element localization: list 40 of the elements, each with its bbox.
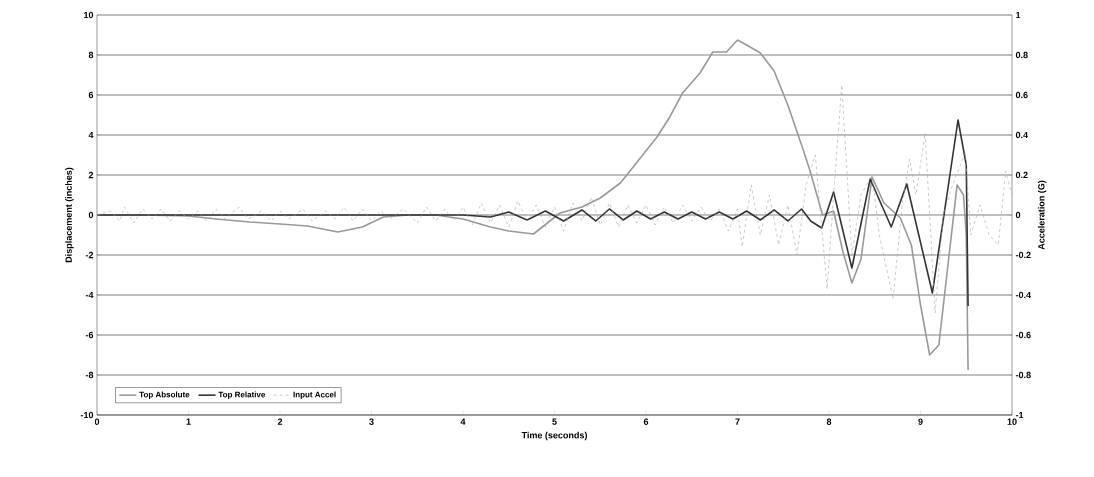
x-tick-label: 10 [1007,418,1017,425]
y-tick-label: 0 [88,211,94,219]
y2-tick-label: -0.4 [1015,291,1031,299]
y2-tick-label: -0.8 [1015,371,1031,379]
y2-tick-label: -1 [1015,411,1024,419]
x-tick-label: 8 [826,418,832,425]
y2-tick-label: -0.2 [1015,251,1031,259]
y-axis-title: Displacement (inches) [65,167,74,263]
y2-axis-title: Acceleration (G) [1037,180,1047,250]
x-tick-label: 0 [94,418,100,425]
y2-tick-label: 0.4 [1015,131,1029,139]
x-tick-label: 3 [369,418,374,425]
x-tick-label: 6 [643,418,649,425]
y-tick-label: -10 [80,411,94,419]
y2-tick-label: 1 [1016,11,1021,19]
y-tick-label: -2 [85,251,94,259]
y-tick-label: -8 [85,371,94,379]
y-tick-label: 4 [88,131,94,139]
x-tick-label: 5 [552,418,557,425]
y-tick-label: -4 [85,291,94,299]
legend-label: Input Accel [293,391,336,399]
x-tick-label: 2 [277,418,283,425]
y2-tick-label: 0 [1015,211,1021,219]
x-axis-title: Time (seconds) [521,431,587,441]
x-tick-label: 9 [918,418,923,425]
legend-label: Top Relative [218,391,266,399]
y-tick-label: 8 [88,51,94,59]
y-tick-label: 10 [84,11,94,19]
x-tick-label: 7 [735,418,740,425]
y-tick-label: 2 [88,171,94,179]
y2-tick-label: 0.2 [1015,171,1028,179]
y2-tick-label: 0.6 [1015,91,1028,99]
y-tick-label: 6 [88,91,94,99]
line-series [97,84,1013,314]
y2-tick-label: -0.6 [1015,331,1031,339]
x-tick-label: 4 [460,418,466,425]
y2-tick-label: 0.8 [1015,51,1028,59]
legend-label: Top Absolute [139,391,190,399]
y-tick-label: -6 [85,331,94,339]
x-tick-label: 1 [186,418,191,425]
